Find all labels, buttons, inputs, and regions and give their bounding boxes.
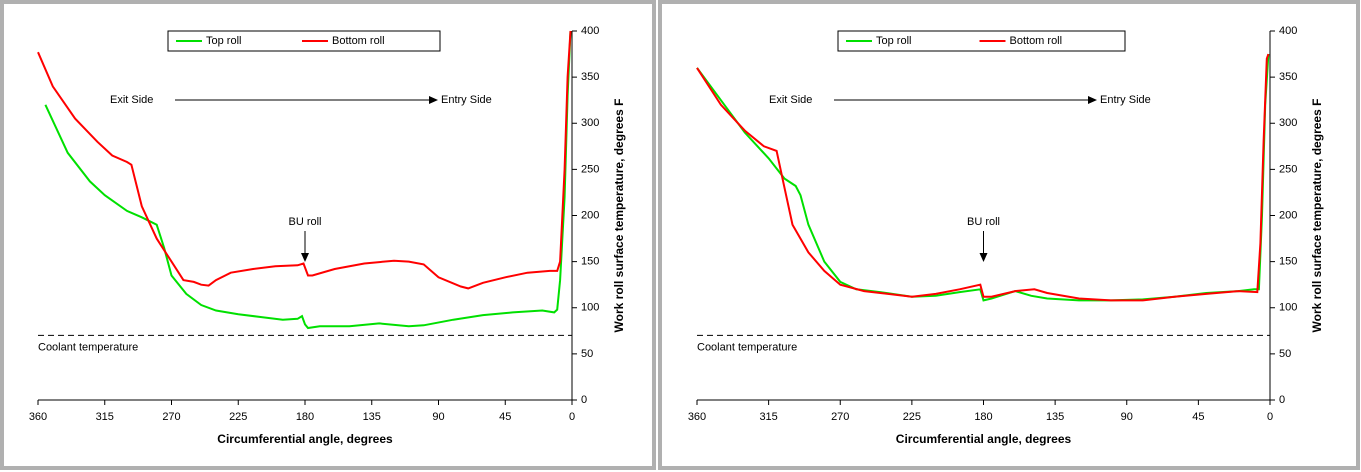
x-tick-label: 360: [688, 411, 706, 423]
x-tick-label: 315: [96, 411, 114, 423]
y-tick-label: 400: [581, 25, 599, 37]
x-tick-label: 90: [1121, 411, 1133, 423]
y-tick-label: 350: [581, 71, 599, 83]
data-line: [37, 30, 572, 290]
annotation: Entry Side: [441, 94, 492, 106]
y-axis-label: Work roll surface temperature, degrees F: [1310, 99, 1324, 333]
x-tick-label: 45: [1192, 411, 1204, 423]
x-tick-label: 225: [229, 411, 247, 423]
annotation: Entry Side: [1100, 94, 1151, 106]
y-tick-label: 200: [581, 209, 599, 221]
arrow-head: [301, 253, 309, 262]
data-line: [696, 53, 1270, 302]
x-tick-label: 135: [1046, 411, 1064, 423]
y-tick-label: 100: [581, 302, 599, 314]
x-tick-label: 315: [759, 411, 777, 423]
x-tick-label: 270: [162, 411, 180, 423]
y-tick-label: 300: [581, 117, 599, 129]
annotation: Exit Side: [769, 94, 812, 106]
panel-frame: [0, 0, 656, 470]
panel-frame: [658, 0, 1360, 470]
y-tick-label: 0: [1279, 394, 1285, 406]
y-tick-label: 150: [581, 256, 599, 268]
legend-label: Top roll: [206, 35, 241, 47]
x-tick-label: 360: [29, 411, 47, 423]
y-tick-label: 50: [1279, 348, 1291, 360]
arrow-head: [429, 96, 438, 104]
legend-label: Bottom roll: [332, 35, 385, 47]
y-tick-label: 50: [581, 348, 593, 360]
y-tick-label: 0: [581, 394, 587, 406]
y-tick-label: 200: [1279, 209, 1297, 221]
x-tick-label: 90: [432, 411, 444, 423]
legend-label: Bottom roll: [1010, 35, 1063, 47]
x-tick-label: 0: [1267, 411, 1273, 423]
x-tick-label: 180: [296, 411, 314, 423]
reference-label: Coolant temperature: [697, 341, 797, 353]
y-tick-label: 250: [1279, 163, 1297, 175]
annotation: Exit Side: [110, 94, 153, 106]
arrow-head: [979, 253, 988, 262]
x-tick-label: 225: [903, 411, 921, 423]
y-axis-label: Work roll surface temperature, degrees F: [612, 99, 626, 333]
legend-label: Top roll: [876, 35, 911, 47]
x-tick-label: 270: [831, 411, 849, 423]
x-tick-label: 0: [569, 411, 575, 423]
y-tick-label: 100: [1279, 302, 1297, 314]
y-tick-label: 350: [1279, 71, 1297, 83]
x-axis-label: Circumferential angle, degrees: [896, 432, 1072, 446]
x-tick-label: 180: [974, 411, 992, 423]
arrow-head: [1088, 96, 1097, 104]
y-tick-label: 250: [581, 163, 599, 175]
x-tick-label: 45: [499, 411, 511, 423]
x-axis-label: Circumferential angle, degrees: [217, 432, 393, 446]
y-tick-label: 300: [1279, 117, 1297, 129]
y-tick-label: 400: [1279, 25, 1297, 37]
y-tick-label: 150: [1279, 256, 1297, 268]
reference-label: Coolant temperature: [38, 341, 138, 353]
x-tick-label: 135: [363, 411, 381, 423]
annotation: BU roll: [967, 216, 1000, 228]
annotation: BU roll: [288, 216, 321, 228]
